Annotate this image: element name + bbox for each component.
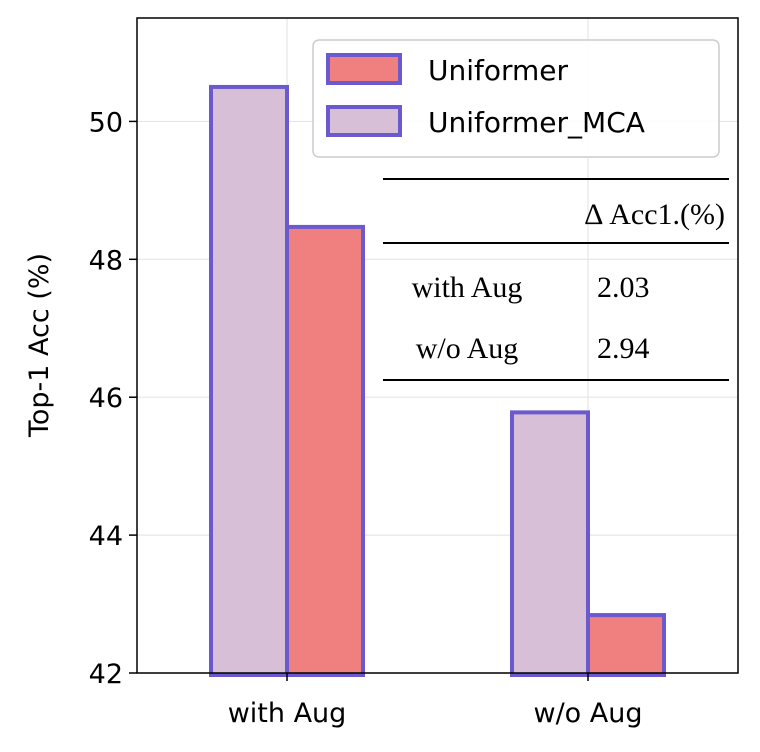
inset-table: Δ Acc1.(%) with Aug 2.03 w/o Aug 2.94: [383, 178, 729, 381]
y-tick-label: 44: [89, 521, 123, 552]
x-tick-label: w/o Aug: [533, 698, 642, 729]
table-row-value: 2.03: [597, 271, 650, 304]
plot-frame: [136, 17, 739, 674]
y-tick-label: 42: [89, 659, 123, 690]
legend-label-uniformer: Uniformer: [428, 54, 569, 87]
legend-label-uniformer-mca: Uniformer_MCA: [428, 106, 645, 139]
bar-uniformer: [285, 224, 365, 677]
legend: Uniformer Uniformer_MCA: [312, 39, 720, 158]
bar-uniformer-mca: [510, 410, 590, 677]
y-axis-title: Top-1 Acc (%): [24, 253, 55, 438]
bars: [209, 84, 666, 678]
axis-ticks: 42 44 46 48 50 with Aug w/o Aug: [89, 107, 643, 729]
bar-uniformer: [586, 613, 666, 678]
table-header: Δ Acc1.(%): [584, 198, 725, 231]
x-tick-label: with Aug: [228, 698, 347, 729]
legend-swatch-uniformer: [326, 53, 402, 85]
y-tick-label: 50: [89, 107, 123, 138]
y-tick-label: 46: [89, 383, 123, 414]
legend-box: [312, 39, 720, 158]
table-row-label: with Aug: [412, 271, 523, 304]
table-row-value: 2.94: [597, 332, 650, 365]
y-tick-label: 48: [89, 245, 123, 276]
bar-uniformer-mca: [209, 84, 289, 677]
table-row-label: w/o Aug: [416, 332, 519, 365]
legend-swatch-uniformer-mca: [326, 105, 402, 137]
